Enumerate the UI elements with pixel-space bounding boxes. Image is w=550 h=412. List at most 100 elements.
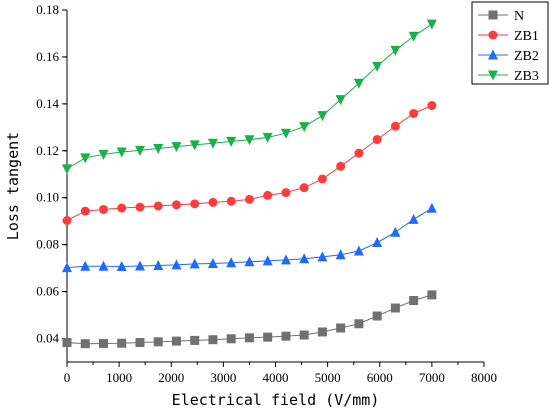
data-point [354,148,364,158]
legend-marker [488,30,498,40]
data-point [208,197,218,207]
data-point [299,330,309,340]
data-point [62,262,72,273]
data-point [171,200,181,210]
data-point [299,183,309,193]
y-tick-label: 0.04 [36,331,59,346]
data-point [116,147,127,158]
data-point [336,161,346,171]
data-point [336,323,346,333]
data-point [62,338,72,348]
data-point [263,332,273,342]
y-tick-label: 0.16 [36,49,59,64]
legend-label: ZB1 [514,29,539,44]
legend-item: N [478,9,524,24]
data-point [335,95,346,106]
data-point [62,215,72,225]
data-point [153,260,164,271]
data-point [263,190,273,200]
data-point [98,204,108,214]
data-point [171,336,181,346]
data-point [244,256,255,267]
legend-label: ZB2 [514,49,539,64]
data-point [408,213,419,224]
data-point [299,122,310,133]
data-point [353,245,364,256]
legend-label: ZB3 [514,69,539,84]
data-point [372,237,383,248]
legend-marker [488,49,498,60]
x-tick-label: 8000 [471,370,497,385]
data-point [226,257,237,268]
data-point [426,202,437,213]
data-point [244,194,254,204]
data-point [390,121,400,131]
data-point [317,111,328,122]
series-n [62,290,437,349]
data-point [280,128,291,139]
data-point [208,335,218,345]
series-line [66,23,433,170]
data-point [226,136,237,147]
series-zb3 [62,19,437,175]
data-point [299,253,310,264]
y-tick-label: 0.10 [36,190,59,205]
data-point [117,338,127,348]
data-point [153,201,163,211]
data-point [317,174,327,184]
data-point [171,259,182,270]
data-point [280,254,291,265]
data-point [390,303,400,313]
data-point [153,143,164,154]
data-point [226,196,236,206]
data-point [226,334,236,344]
data-point [117,203,127,213]
data-point [189,258,200,269]
data-point [135,202,145,212]
data-point [262,255,273,266]
legend-item: ZB2 [478,49,539,64]
x-tick-label: 3000 [210,370,236,385]
data-point [353,78,364,89]
y-tick-label: 0.12 [36,143,59,158]
data-point [372,135,382,145]
data-point [207,138,218,149]
series-zb1 [62,101,437,225]
legend-marker [488,10,498,20]
data-point [354,319,364,329]
x-tick-label: 1000 [106,370,132,385]
data-point [153,337,163,347]
data-point [409,296,419,306]
legend-item: ZB1 [478,29,539,44]
legend-label: N [514,9,524,24]
x-tick-label: 4000 [263,370,289,385]
y-tick-label: 0.08 [36,237,59,252]
data-point [317,327,327,337]
data-point [409,108,419,118]
y-tick-label: 0.18 [36,2,59,17]
data-point [335,249,346,260]
data-point [262,132,273,143]
legend-box [471,1,549,85]
data-point [98,338,108,348]
data-point [189,140,200,151]
data-point [426,19,437,30]
legend-marker [488,70,498,81]
y-axis-label: Loss tangent [4,132,22,240]
data-point [171,142,182,153]
data-point [244,135,255,146]
x-tick-label: 5000 [315,370,341,385]
x-tick-label: 7000 [419,370,445,385]
data-point [244,333,254,343]
legend-item: ZB3 [478,69,539,84]
data-point [80,206,90,216]
data-point [390,226,401,237]
data-point [80,260,91,271]
data-point [372,311,382,321]
x-tick-label: 2000 [158,370,184,385]
data-point [190,335,200,345]
x-axis-label: Electrical field (V/mm) [172,391,380,409]
data-point [390,45,401,56]
